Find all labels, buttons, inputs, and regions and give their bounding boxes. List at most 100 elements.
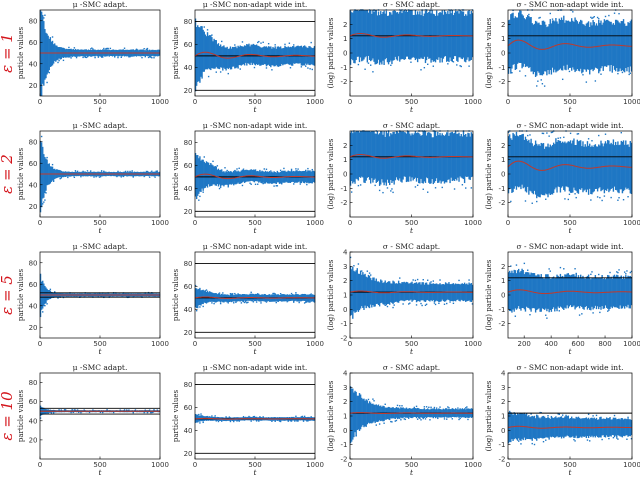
particle-point: [429, 419, 431, 421]
particle-point: [265, 301, 268, 303]
y-tick-label: -1: [341, 185, 348, 193]
panel: μ -SMC non-adapt wide int. 0 500 1000 20 40 60…: [172, 0, 324, 114]
particle-point: [617, 72, 619, 75]
particle-point: [537, 80, 539, 82]
particle-point: [202, 421, 204, 424]
particle-point: [447, 63, 449, 65]
y-tick-label: 40: [184, 64, 193, 72]
particle-point: [559, 137, 562, 139]
particle-point: [618, 197, 620, 199]
particle-point: [70, 411, 72, 414]
particle-point: [262, 41, 264, 44]
particle-point: [71, 409, 73, 411]
particle-point: [279, 293, 282, 295]
x-axis-label: t: [253, 468, 257, 477]
x-axis-label: t: [410, 347, 414, 356]
particle-point: [459, 65, 461, 67]
x-axis-label: t: [98, 105, 102, 114]
particle-point: [437, 417, 439, 420]
particle-point: [306, 183, 308, 186]
particle-point: [143, 48, 145, 50]
particle-point: [428, 406, 430, 409]
particle-point: [357, 263, 360, 265]
particle-point: [542, 440, 545, 443]
mean-curve: [194, 173, 315, 180]
particle-point: [617, 438, 619, 440]
particle-point: [550, 131, 553, 134]
particle-point: [545, 439, 547, 441]
particle-point: [202, 191, 204, 193]
y-tick-label: 4: [501, 370, 506, 378]
x-tick-label: 400: [544, 340, 557, 348]
panel: μ -SMC non-adapt wide int. 0 500 1000 20 40 60…: [172, 363, 324, 477]
particle-point: [43, 201, 45, 203]
particle-point: [392, 306, 394, 309]
x-tick-label: 800: [598, 340, 611, 348]
row-label: ε = 5: [0, 275, 16, 315]
particle-point: [430, 406, 432, 408]
particle-point: [40, 135, 43, 138]
particle-point: [254, 183, 257, 186]
x-tick-label: 500: [405, 219, 418, 227]
y-tick-label: 80: [29, 379, 38, 387]
y-tick-label: 2: [343, 398, 347, 406]
particle-point: [80, 175, 82, 178]
particle-point: [373, 400, 375, 402]
particle-point: [226, 169, 228, 172]
particle-point: [265, 67, 268, 69]
panel-title: μ -SMC non-adapt wide int.: [203, 0, 307, 9]
x-tick-label: 0: [348, 340, 352, 348]
particle-point: [305, 169, 307, 172]
particle-point: [143, 175, 145, 178]
particle-point: [153, 57, 155, 59]
x-tick-label: 500: [93, 461, 106, 469]
panel-title: σ - SMC adapt.: [383, 242, 440, 251]
particle-point: [446, 418, 448, 420]
particle-point: [276, 185, 279, 187]
particle-point: [300, 66, 303, 68]
particle-point: [217, 420, 220, 423]
particle-point: [221, 40, 223, 43]
particle-point: [154, 176, 156, 178]
particle-point: [43, 17, 45, 19]
particle-point: [259, 416, 261, 418]
particle-point: [357, 63, 360, 66]
particle-point: [598, 18, 600, 20]
particle-point: [309, 68, 311, 70]
particle-point: [57, 61, 59, 64]
particle-point: [366, 270, 369, 272]
particle-point: [240, 302, 243, 304]
particle-point: [414, 186, 417, 188]
particle-point: [394, 420, 396, 422]
particle-point: [73, 176, 76, 178]
particle-point: [97, 56, 100, 58]
particle-point: [585, 81, 588, 83]
particle-point: [468, 65, 470, 67]
particle-point: [416, 278, 419, 281]
particle-point: [215, 71, 217, 73]
particle-point: [214, 415, 216, 417]
x-tick-label: 500: [93, 219, 106, 227]
y-tick-label: 40: [29, 302, 38, 310]
particle-point: [441, 186, 443, 189]
particle-point: [578, 314, 581, 316]
particle-point: [613, 414, 616, 417]
mean-curve: [350, 412, 473, 414]
particle-point: [306, 420, 308, 422]
y-tick-label: 60: [184, 404, 193, 412]
mean-curve: [194, 417, 315, 420]
x-tick-label: 1000: [151, 98, 169, 106]
particle-point: [57, 297, 59, 299]
particle-point: [51, 163, 54, 166]
particle-point: [508, 410, 511, 413]
particle-point: [423, 406, 426, 408]
particle-point: [545, 198, 547, 200]
y-axis-label: particle values: [172, 390, 180, 443]
particle-point: [518, 440, 520, 442]
particle-point: [541, 132, 544, 135]
panel: σ - SMC non-adapt wide int. 0 500 1000 -2 -1 0…: [485, 363, 640, 477]
panel: σ - SMC non-adapt wide int. 0 500 1000 -2 -1 0…: [485, 0, 640, 114]
particle-point: [618, 12, 620, 15]
particle-point: [369, 274, 372, 276]
particle-point: [616, 437, 618, 439]
